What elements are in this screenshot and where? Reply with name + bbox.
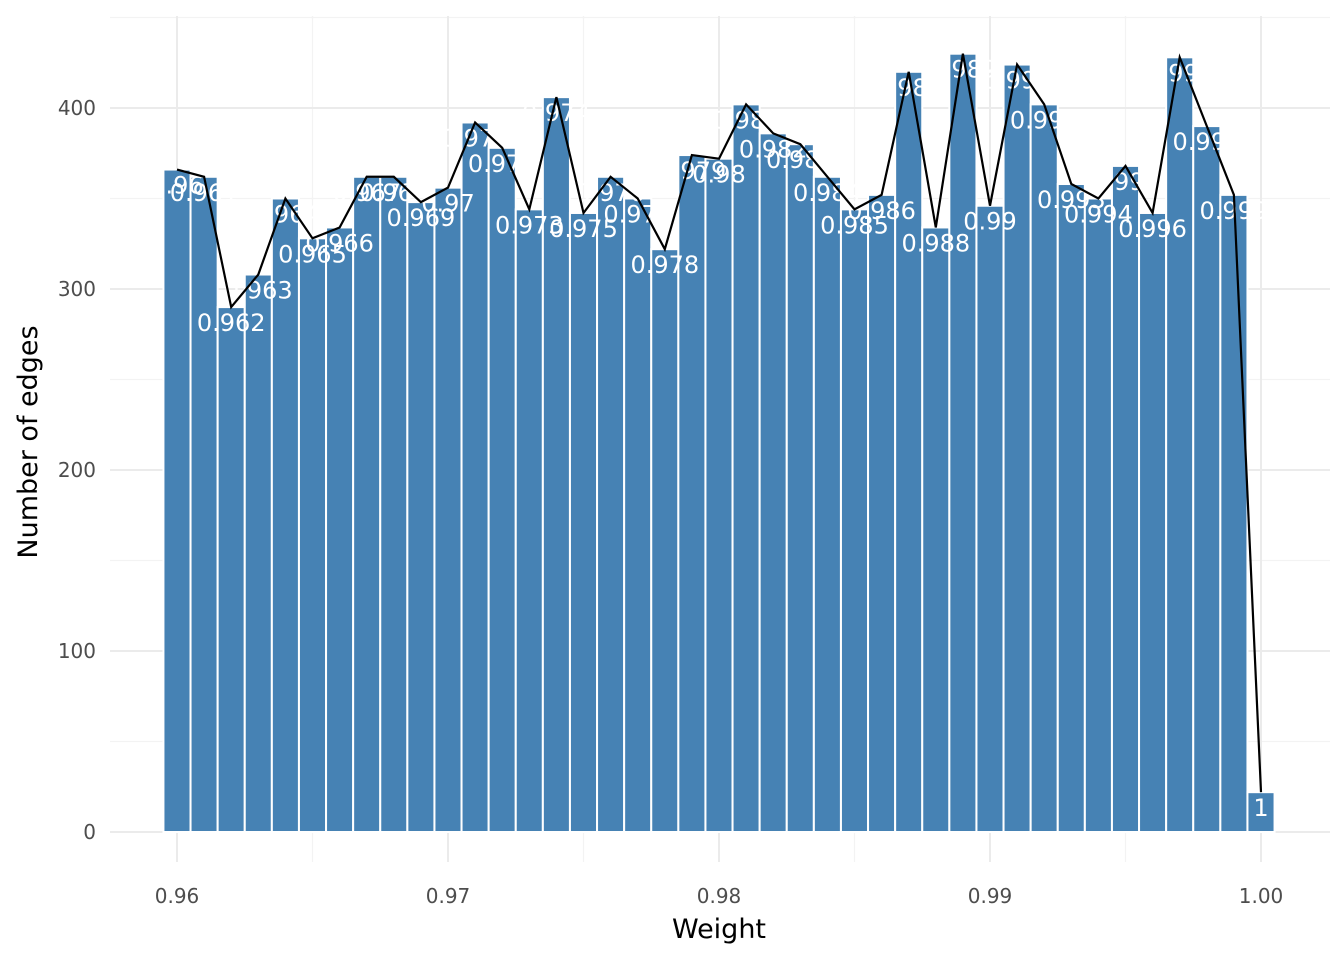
bar-label: 0.975 xyxy=(549,215,618,243)
bar xyxy=(325,226,355,833)
bar-label: 0.982 xyxy=(739,135,808,163)
bar-label: 0.98 xyxy=(692,161,745,189)
bar-label: 0.969 xyxy=(387,204,456,232)
bar-label: 0.998 xyxy=(1172,128,1241,156)
bar xyxy=(785,143,815,833)
bar-label: 0.973 xyxy=(495,211,564,239)
bar-label: 0.972 xyxy=(468,150,537,178)
bar xyxy=(216,306,246,834)
y-tick-label: 300 xyxy=(58,277,96,301)
bar xyxy=(975,204,1005,834)
bar-label: 0.991 xyxy=(983,67,1052,95)
bar xyxy=(460,121,490,834)
bar-label: 0.962 xyxy=(197,309,266,337)
bar-label: 0.968 xyxy=(359,179,428,207)
bar-labels: 0.960.9610.9620.9630.9640.9650.9660.9670… xyxy=(150,56,1268,822)
bar-label: 0.993 xyxy=(1037,186,1106,214)
bar xyxy=(704,157,734,833)
x-axis-ticks: 0.96 0.97 0.98 0.99 1.00 xyxy=(155,884,1284,908)
bar xyxy=(677,154,707,833)
bar xyxy=(487,146,517,833)
bar-label: 0.997 xyxy=(1145,59,1214,87)
bar xyxy=(731,103,761,833)
bar xyxy=(1246,791,1276,833)
x-tick-label: 0.99 xyxy=(968,884,1013,908)
bar xyxy=(379,175,409,833)
y-tick-label: 100 xyxy=(58,639,96,663)
bar xyxy=(894,70,924,834)
bar xyxy=(1002,63,1032,833)
bar-label: 0.996 xyxy=(1118,215,1187,243)
bar xyxy=(1138,211,1168,834)
bars xyxy=(162,52,1276,834)
bar-label: 0.977 xyxy=(603,201,672,229)
bar xyxy=(867,193,897,833)
bar-label: 0.992 xyxy=(1010,106,1079,134)
bar xyxy=(568,211,599,834)
bar-label: 0.97 xyxy=(421,190,474,218)
bar-label: 0.984 xyxy=(793,179,862,207)
bar xyxy=(352,175,382,833)
bar-label: 0.988 xyxy=(901,229,970,257)
bar xyxy=(1219,193,1249,833)
bar xyxy=(758,132,788,833)
bar xyxy=(812,175,842,833)
bar xyxy=(433,186,463,833)
x-tick-label: 0.98 xyxy=(697,884,742,908)
bar xyxy=(1056,183,1086,833)
bar-label: 0.976 xyxy=(576,179,645,207)
bar-label: 1 xyxy=(1253,794,1268,822)
bar-label: 0.983 xyxy=(766,146,835,174)
bar xyxy=(514,208,544,834)
bar xyxy=(270,197,300,833)
count-trend-line xyxy=(176,53,1263,793)
bar xyxy=(243,273,273,833)
bar xyxy=(1165,56,1195,833)
y-axis-title: Number of edges xyxy=(13,325,44,558)
bar xyxy=(839,208,870,834)
x-tick-label: 1.00 xyxy=(1239,884,1284,908)
bar xyxy=(1083,197,1113,833)
bar xyxy=(948,52,978,833)
bar-label: 0.967 xyxy=(332,179,401,207)
bar-label: 0.966 xyxy=(305,229,374,257)
y-tick-label: 400 xyxy=(58,96,96,120)
bar-label: 0.987 xyxy=(874,74,943,102)
x-axis-title: Weight xyxy=(672,914,766,945)
bar xyxy=(623,197,653,833)
y-tick-label: 0 xyxy=(83,820,96,844)
bar-label: 0.971 xyxy=(441,124,510,152)
bar-label: 0.978 xyxy=(630,251,699,279)
bar-label: 0.979 xyxy=(658,157,727,185)
bar-label: 0.985 xyxy=(820,211,889,239)
bar xyxy=(297,237,328,833)
bar xyxy=(1110,164,1141,834)
bar-label: 0.96 xyxy=(150,172,203,200)
bar xyxy=(189,175,219,833)
bar-label: 0.964 xyxy=(251,201,320,229)
bar xyxy=(921,226,951,833)
trend-line xyxy=(176,53,1263,793)
bar-label: 0.994 xyxy=(1064,201,1133,229)
bar xyxy=(596,175,626,833)
y-axis-ticks: 0 100 200 300 400 xyxy=(58,96,96,844)
bar-label: 0.99 xyxy=(963,208,1016,236)
x-tick-label: 0.96 xyxy=(155,884,200,908)
bar-label: 0.974 xyxy=(522,99,591,127)
y-tick-label: 200 xyxy=(58,458,96,482)
bar-label: 0.995 xyxy=(1091,168,1160,196)
x-tick-label: 0.97 xyxy=(426,884,471,908)
bar xyxy=(406,201,436,833)
bar xyxy=(1192,125,1222,834)
bar-label: 0.965 xyxy=(278,240,347,268)
bar xyxy=(541,96,571,833)
bar-label: 0.963 xyxy=(224,277,293,305)
bar-label: 0.986 xyxy=(847,197,916,225)
bar xyxy=(162,168,192,834)
bar-label: 0.961 xyxy=(170,179,239,207)
bar xyxy=(650,248,680,833)
